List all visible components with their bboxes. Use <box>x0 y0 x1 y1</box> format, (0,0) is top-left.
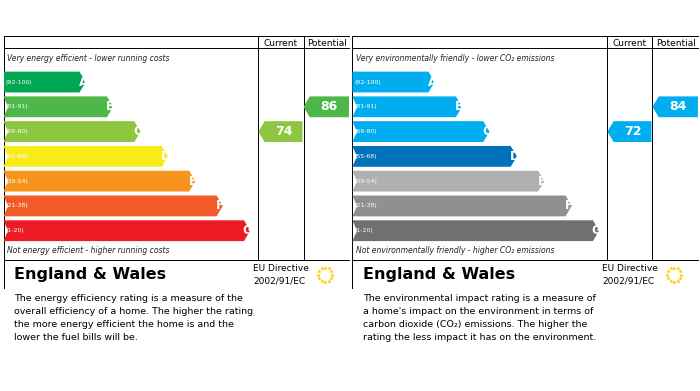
Text: (39-54): (39-54) <box>354 179 377 184</box>
Text: Potential: Potential <box>656 39 696 48</box>
Text: EU Directive
2002/91/EC: EU Directive 2002/91/EC <box>253 264 309 285</box>
Polygon shape <box>4 72 85 92</box>
Text: A: A <box>78 75 88 88</box>
Polygon shape <box>352 196 572 216</box>
Text: Not environmentally friendly - higher CO₂ emissions: Not environmentally friendly - higher CO… <box>356 246 554 255</box>
Text: B: B <box>106 100 116 113</box>
Text: 74: 74 <box>275 125 293 138</box>
Text: F: F <box>566 199 573 212</box>
Polygon shape <box>608 121 652 142</box>
Polygon shape <box>258 121 302 142</box>
Polygon shape <box>352 72 435 92</box>
Text: (55-68): (55-68) <box>354 154 377 159</box>
Polygon shape <box>4 171 195 192</box>
Text: 72: 72 <box>624 125 641 138</box>
Text: The energy efficiency rating is a measure of the
overall efficiency of a home. T: The energy efficiency rating is a measur… <box>14 294 253 342</box>
Text: C: C <box>482 125 491 138</box>
Text: England & Wales: England & Wales <box>363 267 515 282</box>
Text: C: C <box>134 125 142 138</box>
Text: Current: Current <box>264 39 298 48</box>
Text: Current: Current <box>613 39 647 48</box>
Text: E: E <box>538 175 546 188</box>
Text: B: B <box>455 100 464 113</box>
Text: Potential: Potential <box>307 39 347 48</box>
Polygon shape <box>352 146 517 167</box>
Text: Not energy efficient - higher running costs: Not energy efficient - higher running co… <box>7 246 169 255</box>
Text: 86: 86 <box>321 100 338 113</box>
Text: 84: 84 <box>670 100 687 113</box>
Text: (21-38): (21-38) <box>354 203 377 208</box>
Polygon shape <box>352 171 545 192</box>
Text: England & Wales: England & Wales <box>14 267 166 282</box>
Text: (81-91): (81-91) <box>354 104 377 109</box>
Text: The environmental impact rating is a measure of
a home's impact on the environme: The environmental impact rating is a mea… <box>363 294 596 342</box>
Polygon shape <box>652 97 698 117</box>
Text: Environmental Impact (CO₂) Rating: Environmental Impact (CO₂) Rating <box>361 12 607 25</box>
Text: Energy Efficiency Rating: Energy Efficiency Rating <box>12 12 184 25</box>
Text: E: E <box>189 175 197 188</box>
Polygon shape <box>4 146 168 167</box>
Text: Very energy efficient - lower running costs: Very energy efficient - lower running co… <box>7 54 169 63</box>
Text: (81-91): (81-91) <box>5 104 28 109</box>
Text: (1-20): (1-20) <box>354 228 373 233</box>
Text: (21-38): (21-38) <box>5 203 28 208</box>
Polygon shape <box>4 121 141 142</box>
Text: (69-80): (69-80) <box>5 129 28 134</box>
Text: (39-54): (39-54) <box>5 179 28 184</box>
Text: (92-100): (92-100) <box>5 79 32 84</box>
Polygon shape <box>4 220 250 241</box>
Text: (92-100): (92-100) <box>354 79 381 84</box>
Text: G: G <box>592 224 601 237</box>
Polygon shape <box>4 97 113 117</box>
Text: G: G <box>243 224 253 237</box>
Polygon shape <box>352 121 489 142</box>
Polygon shape <box>352 97 462 117</box>
Text: D: D <box>510 150 519 163</box>
Text: (55-68): (55-68) <box>5 154 28 159</box>
Text: (69-80): (69-80) <box>354 129 377 134</box>
Text: F: F <box>216 199 224 212</box>
Text: A: A <box>428 75 437 88</box>
Polygon shape <box>352 220 599 241</box>
Text: D: D <box>160 150 170 163</box>
Text: Very environmentally friendly - lower CO₂ emissions: Very environmentally friendly - lower CO… <box>356 54 554 63</box>
Text: (1-20): (1-20) <box>5 228 24 233</box>
Text: EU Directive
2002/91/EC: EU Directive 2002/91/EC <box>602 264 658 285</box>
Polygon shape <box>304 97 349 117</box>
Polygon shape <box>4 196 223 216</box>
